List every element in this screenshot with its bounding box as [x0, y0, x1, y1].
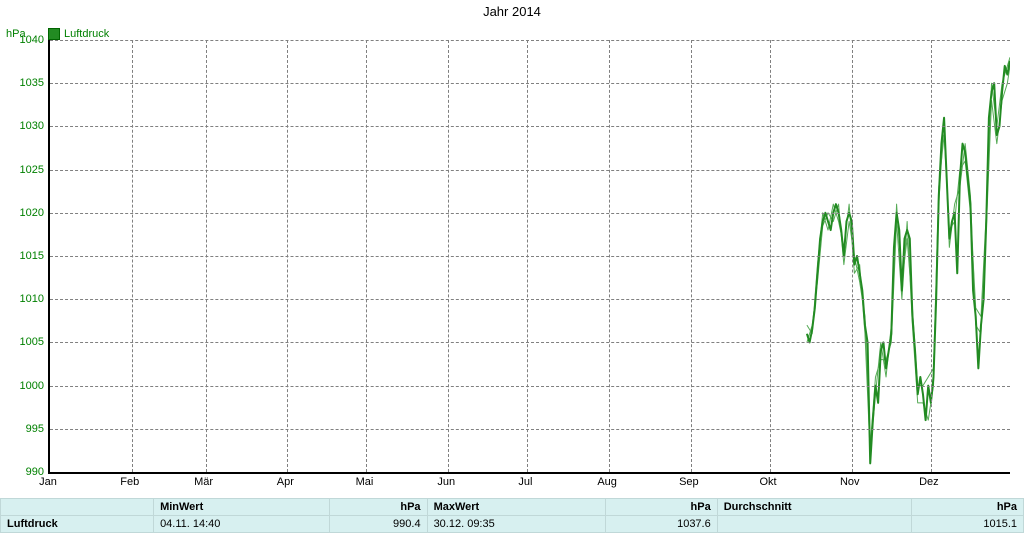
grid-line-v — [287, 40, 288, 472]
x-tick-label: Mai — [356, 476, 374, 488]
y-tick-label: 1025 — [4, 164, 44, 176]
table-header-row: MinWert hPa MaxWert hPa Durchschnitt hPa — [1, 499, 1024, 516]
row-label: Luftdruck — [1, 516, 154, 533]
avg-ts — [717, 516, 911, 533]
x-tick-label: Nov — [840, 476, 860, 488]
chart-title: Jahr 2014 — [0, 4, 1024, 19]
grid-line-v — [852, 40, 853, 472]
plot-area — [48, 40, 1010, 474]
x-tick-label: Jun — [437, 476, 455, 488]
header-empty — [1, 499, 154, 516]
grid-line-v — [448, 40, 449, 472]
grid-line-h — [50, 170, 1010, 171]
x-tick-label: Sep — [679, 476, 699, 488]
y-tick-label: 1015 — [4, 250, 44, 262]
chart-container: Jahr 2014 hPa Luftdruck 990 995 1000 1005 10… — [0, 0, 1024, 537]
y-tick-label: 1010 — [4, 293, 44, 305]
y-tick-label: 1005 — [4, 336, 44, 348]
grid-line-h — [50, 299, 1010, 300]
x-tick-label: Mär — [194, 476, 213, 488]
grid-line-h — [50, 342, 1010, 343]
grid-line-h — [50, 40, 1010, 41]
grid-line-h — [50, 256, 1010, 257]
y-tick-label: 1035 — [4, 77, 44, 89]
grid-line-v — [366, 40, 367, 472]
grid-line-v — [132, 40, 133, 472]
y-tick-label: 1000 — [4, 380, 44, 392]
avg-val: 1015.1 — [911, 516, 1023, 533]
y-tick-label: 995 — [4, 423, 44, 435]
header-avg-unit: hPa — [911, 499, 1023, 516]
summary-table: MinWert hPa MaxWert hPa Durchschnitt hPa… — [0, 498, 1024, 533]
grid-line-v — [609, 40, 610, 472]
table-row: Luftdruck 04.11. 14:40 990.4 30.12. 09:3… — [1, 516, 1024, 533]
min-val: 990.4 — [330, 516, 427, 533]
grid-line-h — [50, 429, 1010, 430]
y-tick-label: 1040 — [4, 34, 44, 46]
y-tick-label: 1030 — [4, 120, 44, 132]
header-min-unit: hPa — [330, 499, 427, 516]
x-tick-label: Aug — [597, 476, 617, 488]
y-tick-label: 990 — [4, 466, 44, 478]
legend-swatch — [48, 28, 60, 40]
header-avg-label: Durchschnitt — [717, 499, 911, 516]
grid-line-h — [50, 83, 1010, 84]
x-tick-label: Okt — [759, 476, 776, 488]
grid-line-v — [527, 40, 528, 472]
max-ts: 30.12. 09:35 — [427, 516, 605, 533]
grid-line-h — [50, 213, 1010, 214]
grid-line-v — [206, 40, 207, 472]
grid-line-v — [770, 40, 771, 472]
legend-label: Luftdruck — [64, 28, 109, 40]
x-tick-label: Feb — [120, 476, 139, 488]
x-tick-label: Jan — [39, 476, 57, 488]
grid-line-v — [931, 40, 932, 472]
grid-line-h — [50, 386, 1010, 387]
x-tick-label: Dez — [919, 476, 939, 488]
legend: Luftdruck — [48, 28, 109, 40]
header-min-label: MinWert — [154, 499, 330, 516]
grid-line-v — [691, 40, 692, 472]
max-val: 1037.6 — [605, 516, 717, 533]
grid-line-h — [50, 126, 1010, 127]
min-ts: 04.11. 14:40 — [154, 516, 330, 533]
header-max-unit: hPa — [605, 499, 717, 516]
x-tick-label: Apr — [277, 476, 294, 488]
header-max-label: MaxWert — [427, 499, 605, 516]
y-tick-label: 1020 — [4, 207, 44, 219]
x-tick-label: Jul — [518, 476, 532, 488]
